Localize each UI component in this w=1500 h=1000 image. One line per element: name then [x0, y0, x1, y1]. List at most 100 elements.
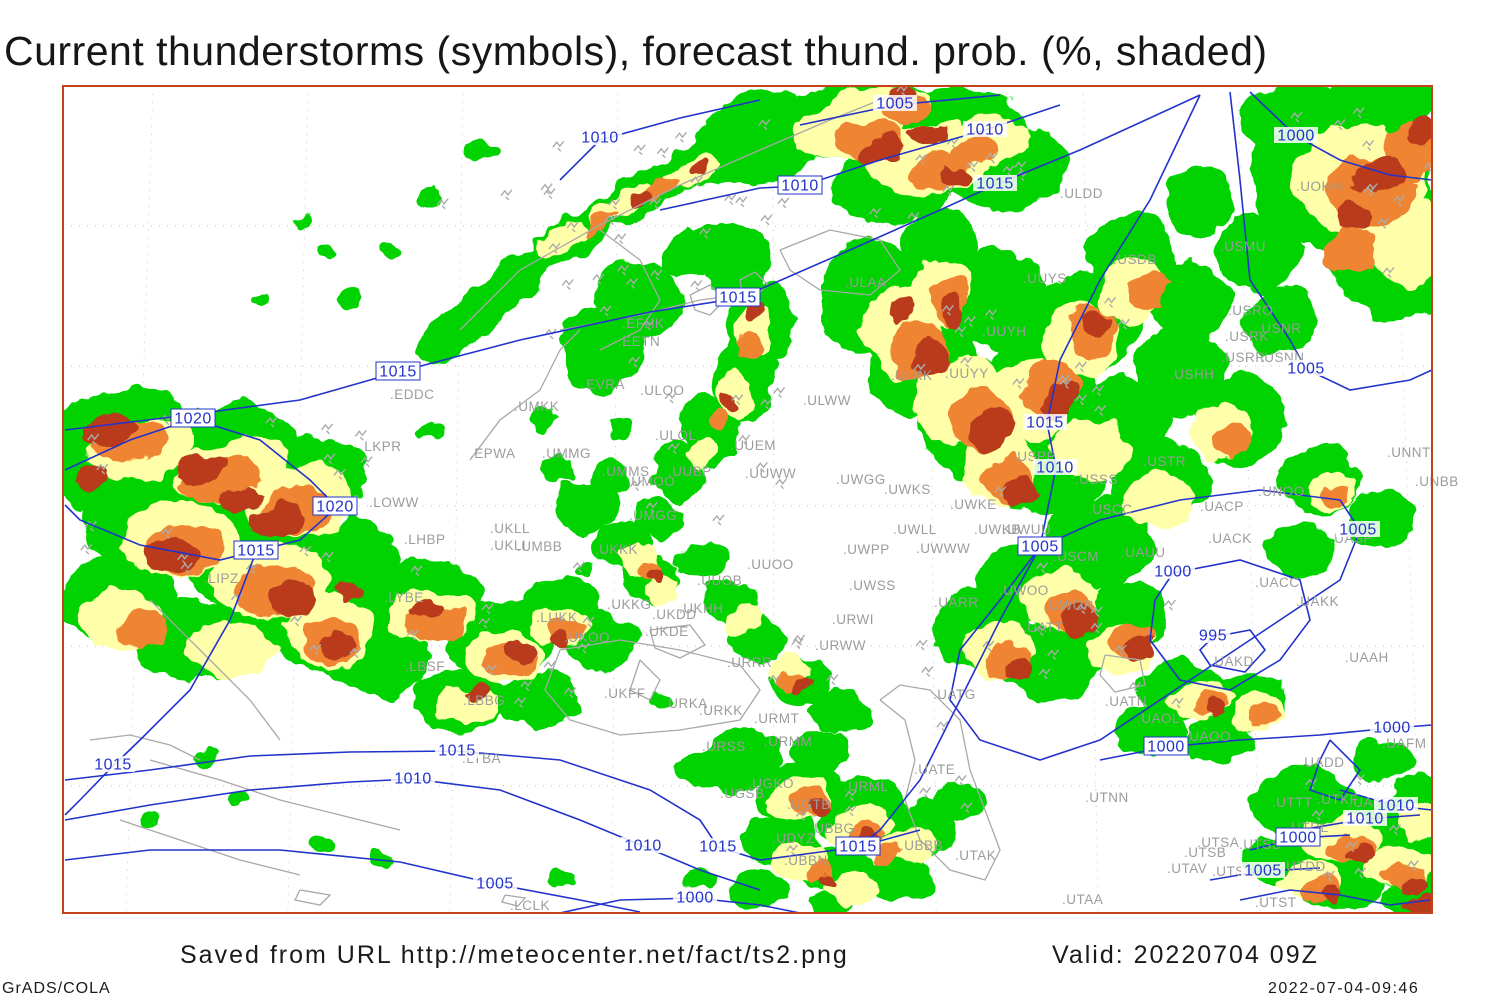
isobar-label-1005: 1005: [876, 96, 914, 113]
station-label-USRO: .USRO: [1228, 303, 1273, 318]
isobar-label-1000: 1000: [1154, 564, 1192, 581]
isobar-label-1020: 1020: [174, 411, 212, 428]
station-label-USDB: .USDB: [1113, 252, 1157, 267]
isobar-label-1010: 1010: [781, 178, 819, 195]
isobar-label-1000: 1000: [1147, 739, 1185, 756]
isobar-label-1015: 1015: [379, 364, 417, 381]
station-label-UTDD: .UTDD: [1282, 859, 1326, 874]
station-label-UTKF: .UTKF: [1317, 792, 1359, 807]
station-label-UUYH: .UUYH: [982, 324, 1027, 339]
station-label-URRR: .URRR: [727, 655, 772, 670]
station-label-UATN: .UATN: [1105, 694, 1147, 709]
station-label-LCLK: .LCLK: [510, 898, 550, 913]
station-label-UTSA: .UTSA: [1197, 835, 1239, 850]
station-label-UAFM: .UAFM: [1382, 736, 1427, 751]
station-label-LHBP: .LHBP: [404, 532, 446, 547]
station-label-UWOR: .UWOR: [1045, 598, 1094, 613]
isobar-label-1005: 1005: [476, 876, 514, 893]
station-label-UBBG: .UBBG: [810, 821, 855, 836]
station-label-UKKG: .UKKG: [607, 597, 652, 612]
station-label-UTTT: .UTTT: [1272, 795, 1313, 810]
station-label-EFHK: .EFHK: [622, 316, 664, 331]
station-label-LOWW: .LOWW: [369, 495, 419, 510]
station-label-UTSB: .UTSB: [1184, 845, 1226, 860]
station-label-UDYZ: .UDYZ: [772, 831, 815, 846]
station-label-LUKK: .LUKK: [536, 610, 578, 625]
map-frame: [62, 85, 1433, 914]
station-label-UUOO: .UUOO: [747, 557, 794, 572]
station-label-UMGG: .UMGG: [629, 508, 677, 523]
station-label-UATE: .UATE: [914, 762, 955, 777]
station-label-UATT: .UATT: [1023, 620, 1064, 635]
thunderstorm-symbols: [80, 86, 1432, 882]
isobar-label-1010: 1010: [394, 771, 432, 788]
isobar-label-1005: 1005: [1244, 863, 1282, 880]
station-label-USRK: .USRK: [1225, 329, 1269, 344]
station-label-UAOO: .UAOO: [1185, 729, 1231, 744]
isobar-label-1005: 1005: [1339, 522, 1377, 539]
saved-from-url-text: Saved from URL http://meteocenter.net/fa…: [180, 941, 849, 969]
station-label-UTAA: .UTAA: [1062, 892, 1103, 907]
station-label-UWOO: .UWOO: [999, 583, 1049, 598]
station-label-UKDE: .UKDE: [645, 624, 689, 639]
station-labels: .ULDD .USMU .USDB .UUYS .ULAA .USRO .USNR.USRK…: [204, 179, 1458, 913]
station-label-UAOL: .UAOL: [1137, 711, 1180, 726]
station-label-EVRA: .EVRA: [582, 377, 625, 392]
station-label-URMM: .URMM: [764, 734, 812, 749]
station-label-UWUU: .UWUU: [1003, 522, 1051, 537]
isobar-label-1010: 1010: [581, 130, 619, 147]
station-label-USMU: .USMU: [1220, 239, 1266, 254]
station-label-LBBG: .LBBG: [463, 693, 505, 708]
station-label-UUOB: .UUOB: [697, 573, 742, 588]
station-label-UNNT: .UNNT: [1387, 445, 1431, 460]
station-label-USCM: .USCM: [1053, 549, 1099, 564]
station-label-UAKD: .UAKD: [1210, 654, 1254, 669]
station-label-USSS: .USSS: [1075, 472, 1118, 487]
station-label-ULDD: .ULDD: [1060, 186, 1103, 201]
probability-shading: [63, 86, 1432, 913]
isobar-label-1010: 1010: [624, 838, 662, 855]
render-timestamp-text: 2022-07-04-09:46: [1268, 980, 1420, 997]
isobar-label-1015: 1015: [94, 757, 132, 774]
station-label-USCC: .USCC: [1088, 502, 1133, 517]
station-label-UTAV: .UTAV: [1167, 861, 1207, 876]
station-label-URML: .URML: [844, 779, 889, 794]
station-label-UWLL: .UWLL: [893, 522, 937, 537]
page-title: Current thunderstorms (symbols), forecas…: [4, 28, 1268, 74]
station-label-UKLI: .UKLI: [490, 538, 526, 553]
station-label-ULOL: .ULOL: [655, 428, 697, 443]
station-label-UMMS: .UMMS: [602, 464, 650, 479]
station-label-ULAA: .ULAA: [845, 275, 887, 290]
station-label-UKKK: .UKKK: [595, 542, 638, 557]
station-label-USHH: .USHH: [1170, 367, 1215, 382]
station-label-UWKS: .UWKS: [884, 482, 931, 497]
isobar-label-1015: 1015: [237, 543, 275, 560]
isobar-label-1010: 1010: [966, 122, 1004, 139]
station-label-UGTB: .UGTB: [787, 797, 831, 812]
station-label-UAUU: .UAUU: [1121, 545, 1166, 560]
station-label-UKHH: .UKHH: [679, 601, 724, 616]
station-label-UATG: .UATG: [933, 687, 976, 702]
isobar-label-995: 995: [1199, 628, 1227, 645]
station-label-URWW: .URWW: [815, 638, 866, 653]
station-label-UTSS: .UTSS: [1239, 837, 1281, 852]
grads-credit-text: GrADS/COLA: [2, 980, 111, 997]
isobar-label-1000: 1000: [1373, 720, 1411, 737]
isobar-label-1010: 1010: [1036, 460, 1074, 477]
station-label-UADD: .UADD: [1300, 755, 1345, 770]
isobar-label-1000: 1000: [1277, 128, 1315, 145]
station-label-UGSB: .UGSB: [720, 786, 765, 801]
station-label-UWPP: .UWPP: [843, 542, 890, 557]
station-label-USRR: .USRR: [1221, 350, 1266, 365]
station-label-LIPZ: .LIPZ: [204, 571, 239, 586]
station-label-ULWW: .ULWW: [803, 393, 851, 408]
station-label-EDDC: .EDDC: [390, 387, 435, 402]
station-label-LBSF: .LBSF: [405, 659, 445, 674]
station-label-UKDD: .UKDD: [652, 607, 697, 622]
station-label-UUWW: .UUWW: [745, 466, 796, 481]
station-label-UWKB: .UWKB: [974, 522, 1021, 537]
isobar-label-1015: 1015: [719, 290, 757, 307]
station-label-UTAK: .UTAK: [955, 848, 996, 863]
station-label-URKK: .URKK: [699, 703, 743, 718]
